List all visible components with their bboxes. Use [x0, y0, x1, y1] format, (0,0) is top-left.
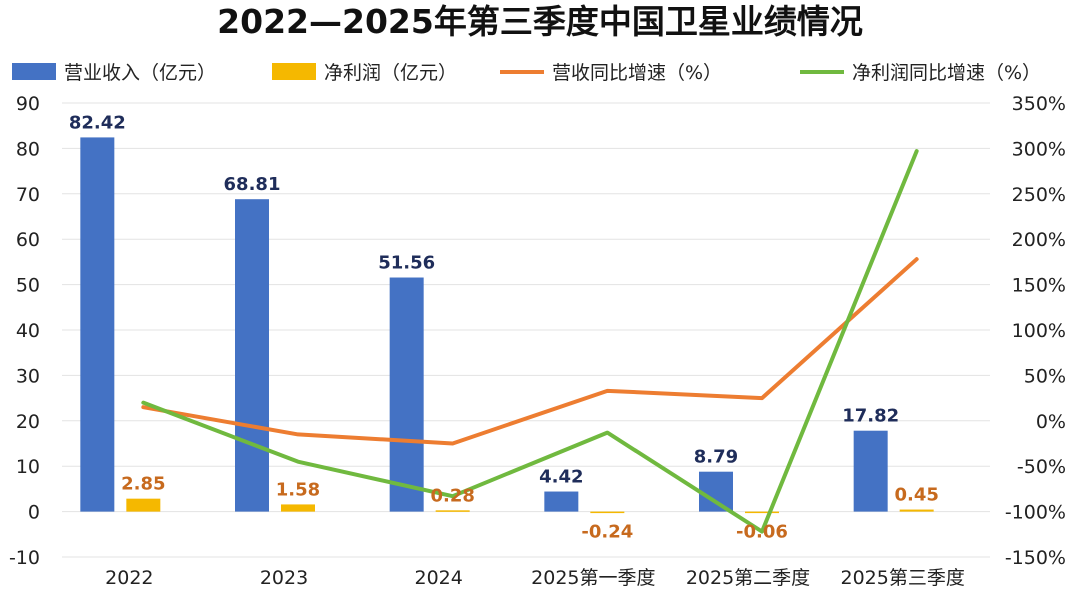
y-axis-left: -10 0 10 20 30 40 50 60 70 80 90: [9, 93, 40, 569]
y-right-tick-label: 0%: [1036, 411, 1066, 433]
revenue-bar: [389, 277, 424, 512]
y-left-tick-label: 10: [16, 456, 40, 478]
y-left-tick-label: 90: [16, 93, 40, 115]
y-right-tick-label: 100%: [1012, 320, 1066, 342]
net-profit-data-label: 0.28: [430, 485, 474, 506]
legend-label: 净利润（亿元）: [324, 62, 457, 84]
y-right-tick-label: 250%: [1012, 184, 1066, 206]
x-axis: 2022 2023 2024 2025第一季度 2025第二季度 2025第三季度: [105, 567, 965, 589]
y-right-tick-label: 200%: [1012, 229, 1066, 251]
y-left-tick-label: 50: [16, 275, 40, 297]
net-profit-bar: [435, 510, 470, 512]
y-right-tick-label: 50%: [1024, 365, 1066, 387]
x-tick-label: 2025第三季度: [840, 567, 964, 589]
y-left-tick-label: 40: [16, 320, 40, 342]
net-profit-data-label: 0.45: [894, 485, 938, 506]
legend-swatch: [272, 63, 316, 80]
revenue-data-label: 51.56: [378, 253, 435, 274]
revenue-bar: [80, 137, 115, 512]
y-right-tick-label: -50%: [1017, 456, 1066, 478]
net-profit-data-label: -0.24: [581, 522, 633, 543]
net-profit-data-label: 2.85: [121, 474, 165, 495]
revenue-bar: [235, 199, 269, 512]
y-left-tick-label: 30: [16, 365, 40, 387]
gridlines: [62, 102, 990, 558]
x-tick-label: 2022: [105, 567, 153, 589]
net-profit-bar: [899, 509, 934, 512]
net-profit-bar: [281, 504, 315, 512]
revenue-bar: [853, 430, 888, 512]
y-left-tick-label: 60: [16, 229, 40, 251]
y-left-tick-label: 80: [16, 138, 40, 160]
legend-swatch: [12, 63, 56, 80]
data-labels-layer: 82.42 2.85 68.81 1.58 51.56 0.28 4.42 -0.24 8.79…: [69, 112, 939, 542]
revenue-data-label: 4.42: [539, 467, 583, 488]
revenue-data-label: 17.82: [842, 406, 899, 427]
y-right-tick-label: 350%: [1012, 93, 1066, 115]
x-tick-label: 2023: [260, 567, 308, 589]
y-right-tick-label: 300%: [1012, 138, 1066, 160]
revenue-data-label: 8.79: [694, 447, 738, 468]
y-right-tick-label: -150%: [1005, 547, 1066, 569]
x-tick-label: 2025第二季度: [686, 567, 810, 589]
net-profit-bar: [590, 511, 625, 514]
legend-label: 净利润同比增速（%）: [852, 62, 1041, 84]
net-profit-data-label: 1.58: [276, 479, 320, 500]
y-left-tick-label: 0: [28, 502, 40, 524]
revenue-data-label: 82.42: [69, 112, 126, 133]
revenue-growth-line: [141, 257, 919, 446]
chart-title: 2022—2025年第三季度中国卫星业绩情况: [217, 2, 863, 41]
legend-label: 营业收入（亿元）: [64, 62, 216, 84]
net-profit-growth-line: [141, 149, 919, 534]
y-left-tick-label: 20: [16, 411, 40, 433]
x-tick-label: 2024: [414, 567, 462, 589]
revenue-data-label: 68.81: [224, 174, 281, 195]
x-tick-label: 2025第一季度: [531, 567, 655, 589]
lines-layer: [141, 149, 919, 534]
y-right-tick-label: -100%: [1005, 502, 1066, 524]
net-profit-bar: [126, 498, 161, 512]
y-left-tick-label: 70: [16, 184, 40, 206]
legend-label: 营收同比增速（%）: [552, 62, 722, 84]
net-profit-bar: [745, 511, 779, 514]
y-left-tick-label: -10: [9, 547, 40, 569]
legend: 营业收入（亿元） 净利润（亿元） 营收同比增速（%） 净利润同比增速（%）: [12, 62, 1041, 84]
bars-layer: [80, 137, 934, 514]
revenue-bar: [699, 471, 733, 512]
net-profit-data-label: -0.06: [736, 522, 788, 543]
y-axis-right: -150% -100% -50% 0% 50% 100% 150% 200% 250% 300% 3…: [1005, 93, 1066, 569]
y-right-tick-label: 150%: [1012, 275, 1066, 297]
revenue-bar: [544, 491, 579, 512]
